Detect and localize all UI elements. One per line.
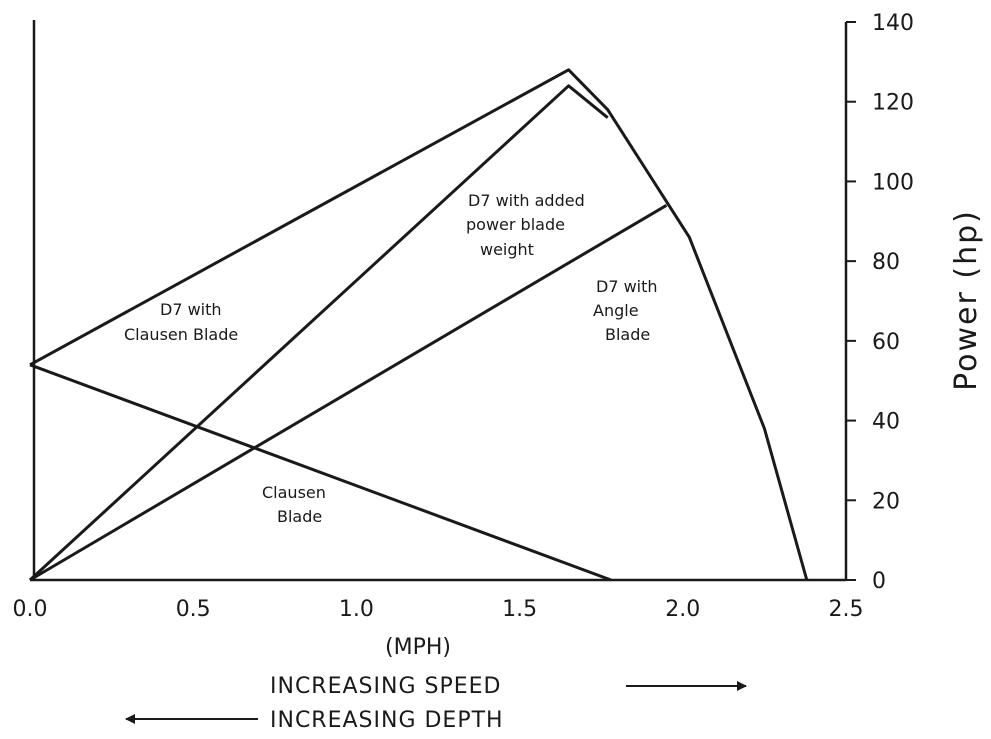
y-tick-label: 140	[872, 11, 914, 36]
footer-speed: INCREASING SPEED	[270, 674, 747, 699]
x-tick-label: 2.0	[665, 597, 700, 622]
x-axis-ticks: 0.0 0.5 1.0 1.5 2.0 2.5	[13, 597, 864, 622]
y-tick-label: 0	[872, 569, 886, 594]
series-label-angle-line2: Angle	[593, 301, 639, 320]
y-tick-label: 80	[872, 250, 900, 275]
footer-speed-label: INCREASING SPEED	[270, 674, 501, 699]
series-label-angle-line1: D7 with	[596, 277, 658, 296]
footer-depth-label: INCREASING DEPTH	[270, 708, 504, 733]
x-tick-label: 2.5	[829, 597, 864, 622]
series-line-3	[29, 204, 668, 582]
y-tick-label: 40	[872, 410, 900, 435]
y-tick-label: 100	[872, 170, 914, 195]
x-tick-label: 0.0	[13, 597, 48, 622]
y-axis-title: Power (hp)	[949, 209, 984, 391]
y-tick-label: 60	[872, 330, 900, 355]
series-label-angle-line3: Blade	[605, 325, 650, 344]
y-tick-label: 120	[872, 91, 914, 116]
series-label-clausen-line1: Clausen	[262, 483, 326, 502]
series-label-d7-clausen-line2: Clausen Blade	[124, 325, 238, 344]
series-label-power-blade-line3: weight	[480, 240, 534, 259]
series-line-2	[28, 84, 609, 582]
series-labels: D7 with Clausen Blade D7 with added powe…	[124, 191, 658, 526]
series-line-4	[29, 363, 612, 582]
footer-depth: INCREASING DEPTH	[125, 708, 504, 733]
series-label-d7-clausen-line1: D7 with	[160, 300, 222, 319]
x-tick-label: 1.5	[502, 597, 537, 622]
y-tick-label: 20	[872, 489, 900, 514]
x-tick-label: 0.5	[176, 597, 211, 622]
series-label-clausen-line2: Blade	[277, 507, 322, 526]
axes	[30, 20, 848, 582]
series-line-1	[29, 68, 809, 581]
series-label-power-blade-line1: D7 with added	[468, 191, 585, 210]
x-tick-label: 1.0	[339, 597, 374, 622]
series-lines	[28, 68, 809, 582]
x-axis-title: (MPH)	[385, 635, 451, 660]
series-label-power-blade-line2: power blade	[466, 215, 565, 234]
y-axis-ticks: 0 20 40 60 80 100 120 140	[846, 11, 914, 594]
